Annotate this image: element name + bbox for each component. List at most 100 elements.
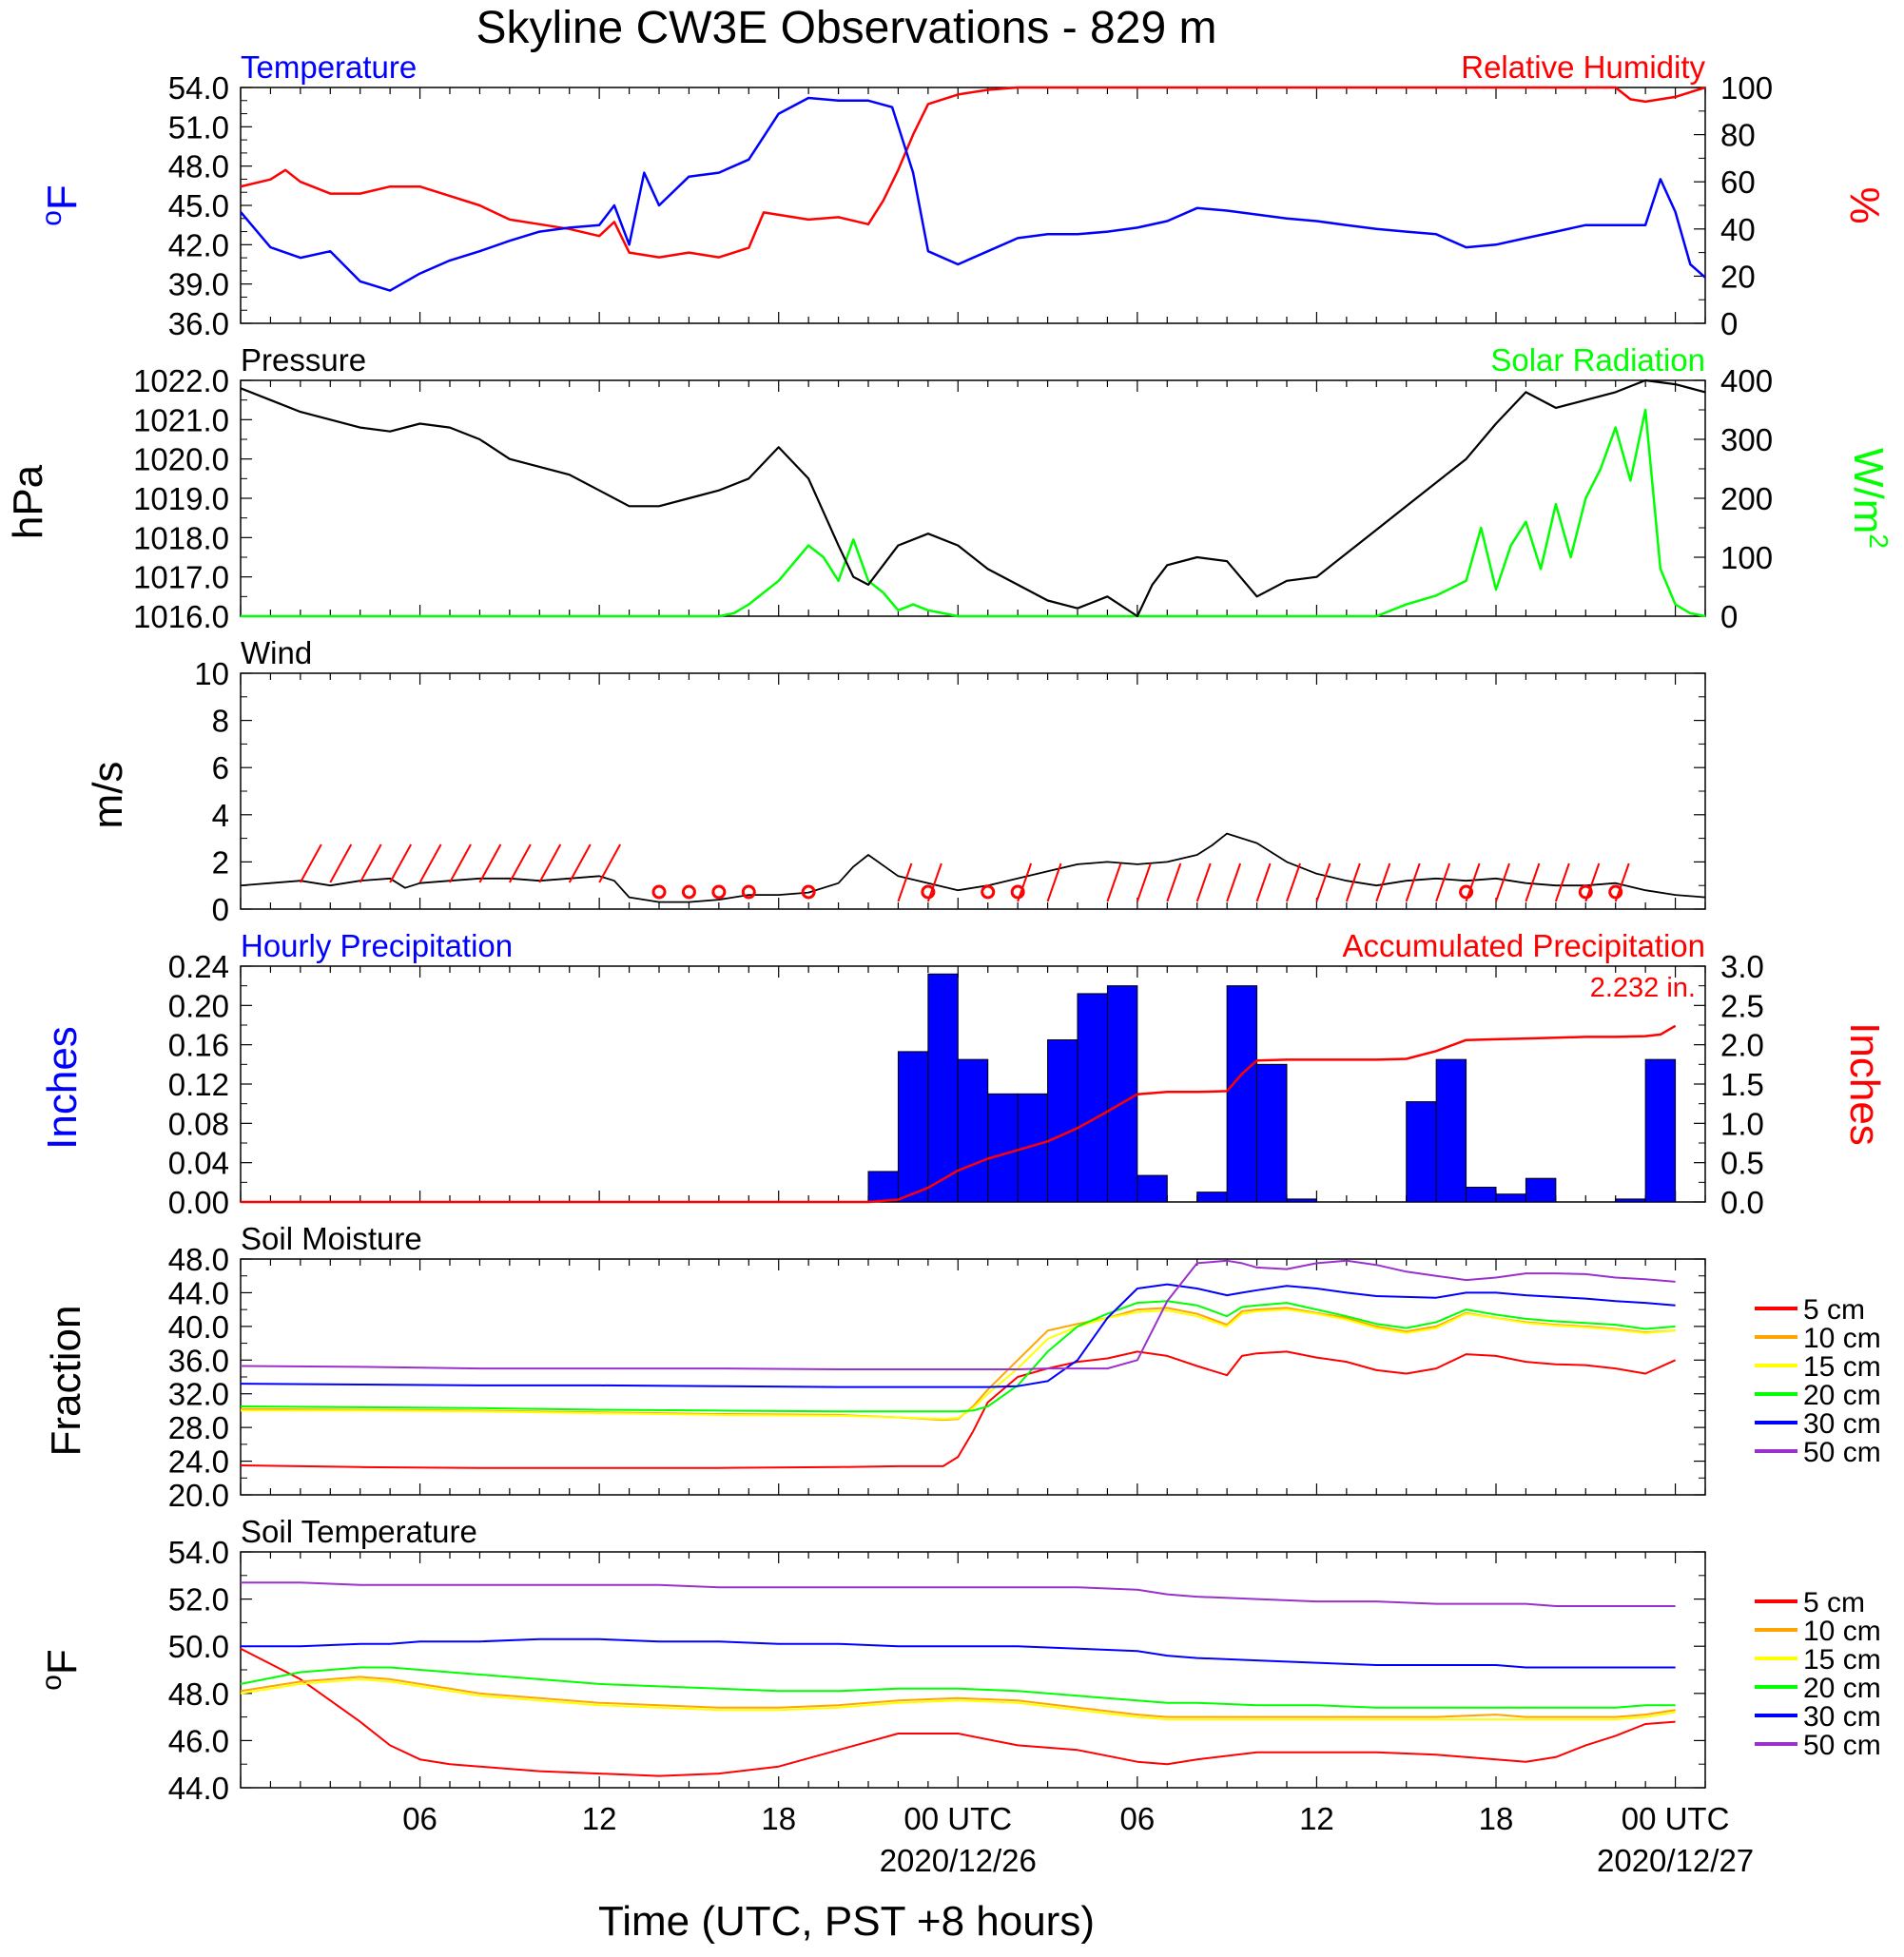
wind-barb xyxy=(1286,862,1301,902)
soil-temperature-panel: 54.0 52.0 50.0 48.0 46.0 44.0 Soil Temperature… xyxy=(36,1514,1881,1806)
x-tick-label: 18 xyxy=(761,1801,796,1836)
unit-letter: F xyxy=(39,1649,86,1675)
soil-moisture-tick-label: 20.0 xyxy=(168,1478,229,1513)
pressure-solar-frame xyxy=(240,379,1706,617)
soil-moisture-unit: Fraction xyxy=(43,1306,89,1457)
rh-tick-label: 0 xyxy=(1720,306,1738,341)
soil-temp-line xyxy=(240,1666,1676,1709)
calm-wind-marker xyxy=(1608,884,1623,900)
wind-barb xyxy=(598,843,622,883)
hourly-precip-bar xyxy=(1137,1174,1168,1203)
precip-total-label: 2.232 in. xyxy=(1590,973,1696,1003)
wind-barb xyxy=(299,843,322,883)
hourly-precip-bar xyxy=(1106,985,1138,1203)
hourly-precip-unit: Inches xyxy=(39,1026,86,1150)
solar-title: Solar Radiation xyxy=(1490,342,1705,378)
temperature-unit: oF xyxy=(36,184,86,226)
rh-tick-label: 40 xyxy=(1720,212,1756,247)
hourly-precip-bar xyxy=(987,1093,1019,1203)
pressure-title: Pressure xyxy=(241,342,366,378)
hourly-precip-bar xyxy=(1077,993,1108,1203)
calm-wind-marker xyxy=(741,884,756,900)
accum-precip-tick-label: 3.0 xyxy=(1720,949,1764,984)
wind-tick-label: 4 xyxy=(212,798,229,833)
wind-tick-label: 0 xyxy=(212,892,229,927)
wind-barb xyxy=(1017,862,1033,902)
wind-barb xyxy=(1226,862,1242,902)
accum-precip-tick-label: 1.0 xyxy=(1720,1106,1764,1141)
calm-wind-marker xyxy=(1459,884,1474,900)
legend-label: 30 cm xyxy=(1803,1701,1881,1733)
temp-rh-panel: 54.051.0 48.0 45.0 42.0 39.0 36.0 100 80 60 40 20 0… xyxy=(36,49,1888,341)
calm-wind-marker xyxy=(651,884,667,900)
solar-tick-label: 100 xyxy=(1720,540,1773,575)
temp-rh-frame xyxy=(240,87,1706,324)
rh-tick-label: 20 xyxy=(1720,259,1756,294)
wind-barb xyxy=(359,843,382,883)
wind-tick-label: 8 xyxy=(212,704,229,739)
wind-barb xyxy=(1584,862,1601,902)
wind-barb xyxy=(538,843,562,883)
soil-temp-tick-label: 50.0 xyxy=(168,1629,229,1664)
rh-line xyxy=(240,86,1706,259)
accum-precip-tick-label: 0.5 xyxy=(1720,1146,1764,1181)
calm-wind-marker xyxy=(801,884,816,900)
wind-frame xyxy=(240,672,1706,910)
hourly-precip-bar xyxy=(897,1051,929,1203)
wind-barb xyxy=(1345,862,1361,902)
hourly-precip-bar xyxy=(1615,1198,1646,1203)
accum-precip-tick-label: 0.0 xyxy=(1720,1185,1764,1220)
wind-barb xyxy=(1554,862,1570,902)
hourly-precip-bar xyxy=(1435,1058,1467,1203)
calm-wind-marker xyxy=(1578,884,1593,900)
temp-tick-label: 39.0 xyxy=(168,267,229,302)
x-tick-label: 06 xyxy=(402,1801,437,1836)
pressure-solar-panel: 1022.0 1021.0 1020.0 1019.0 1018.0 1017.0 1016… xyxy=(5,342,1894,634)
temp-tick-label: 42.0 xyxy=(168,227,229,262)
soil-moisture-tick-label: 44.0 xyxy=(168,1275,229,1310)
wind-barb xyxy=(1046,862,1062,902)
wind-tick-label: 10 xyxy=(194,656,229,691)
x-tick-label: 00 UTC xyxy=(1622,1801,1730,1836)
accum-precip-tick-label: 2.0 xyxy=(1720,1028,1764,1063)
wind-barb xyxy=(1315,862,1331,902)
legend-label: 5 cm xyxy=(1803,1587,1865,1618)
pressure-tick-label: 1019.0 xyxy=(133,481,229,516)
wind-barb xyxy=(508,843,532,883)
hourly-precip-tick-label: 0.12 xyxy=(168,1067,229,1102)
soil-moisture-tick-label: 36.0 xyxy=(168,1343,229,1378)
soil-temp-line xyxy=(240,1647,1676,1777)
wind-panel: 10 8 6 4 2 0 Wind m/s xyxy=(85,635,1706,927)
temperature-line xyxy=(240,96,1706,292)
hourly-precip-bar xyxy=(1466,1187,1497,1203)
pressure-tick-label: 1021.0 xyxy=(133,402,229,437)
legend-label: 30 cm xyxy=(1803,1408,1881,1440)
wind-barb xyxy=(1166,862,1182,902)
hourly-precip-bar xyxy=(1495,1193,1526,1203)
pressure-line xyxy=(240,378,1706,618)
rh-tick-label: 80 xyxy=(1720,118,1756,153)
calm-wind-marker xyxy=(921,884,936,900)
wind-barb xyxy=(329,843,353,883)
wind-barb xyxy=(1465,862,1481,902)
soil-moisture-line xyxy=(240,1283,1676,1388)
legend-label: 20 cm xyxy=(1803,1673,1881,1704)
hourly-precip-bar xyxy=(1525,1177,1557,1203)
hourly-precip-bar xyxy=(1047,1039,1078,1203)
hourly-precip-tick-label: 0.08 xyxy=(168,1106,229,1141)
temp-tick-label: 48.0 xyxy=(168,149,229,184)
hourly-precip-title: Hourly Precipitation xyxy=(241,928,513,963)
temp-tick-label: 54.0 xyxy=(168,70,229,106)
x-tick-label: 12 xyxy=(582,1801,617,1836)
soil-temp-tick-label: 52.0 xyxy=(168,1582,229,1618)
x-tick-label: 00 UTC xyxy=(903,1801,1012,1836)
pressure-tick-label: 1022.0 xyxy=(133,363,229,398)
legend-label: 50 cm xyxy=(1803,1730,1881,1761)
legend-label: 10 cm xyxy=(1803,1323,1881,1354)
degree-sign: o xyxy=(36,210,68,226)
soil-temp-tick-label: 48.0 xyxy=(168,1676,229,1712)
hourly-precip-bar xyxy=(927,973,959,1203)
wind-barb xyxy=(1106,862,1122,902)
x-date-label: 2020/12/27 xyxy=(1597,1843,1754,1878)
hourly-precip-bar xyxy=(1196,1192,1228,1203)
